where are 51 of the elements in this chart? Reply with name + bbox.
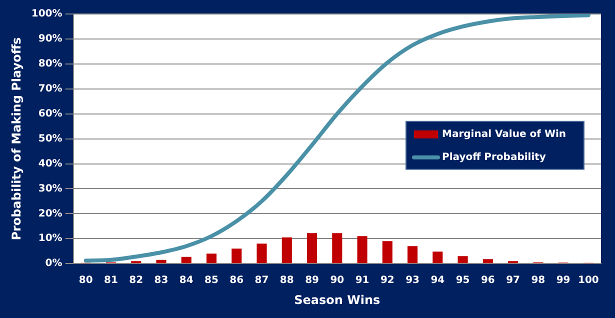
bar <box>256 244 267 264</box>
x-tick-label: 89 <box>305 275 320 286</box>
x-tick-label: 96 <box>480 275 495 286</box>
x-tick-label: 94 <box>430 275 445 286</box>
x-tick-label: 90 <box>330 275 344 286</box>
x-tick-label: 81 <box>104 275 118 286</box>
y-tick-label: 60% <box>38 108 62 120</box>
bar <box>432 252 443 264</box>
y-tick-label: 50% <box>38 133 62 144</box>
x-tick-label: 88 <box>280 275 294 286</box>
bar <box>408 246 418 264</box>
y-tick-label: 70% <box>38 83 62 94</box>
bar <box>156 260 166 264</box>
y-tick-label: 0% <box>45 258 62 270</box>
bar <box>357 236 368 264</box>
x-tick-label: 97 <box>506 275 520 286</box>
bar <box>458 256 468 264</box>
x-tick-label: 91 <box>355 275 370 286</box>
y-tick-label: 40% <box>38 158 62 170</box>
x-tick-label: 92 <box>380 275 394 286</box>
x-axis-title: Season Wins <box>294 292 380 307</box>
x-tick-label: 93 <box>406 275 420 286</box>
x-tick-label: 82 <box>129 275 144 286</box>
x-tick-label: 100 <box>578 275 599 286</box>
bar <box>282 237 292 264</box>
x-tick-label: 83 <box>154 275 168 286</box>
bar <box>306 233 318 264</box>
x-tick-label: 85 <box>204 275 218 286</box>
y-tick-label: 20% <box>38 208 62 220</box>
legend-label: Playoff Probability <box>442 152 546 163</box>
x-tick-label: 99 <box>556 275 570 286</box>
legend-label: Marginal Value of Win <box>442 128 566 140</box>
y-axis-title: Probability of Making Playoffs <box>9 37 24 240</box>
x-tick-label: 86 <box>230 275 244 286</box>
y-tick-label: 80% <box>38 58 62 70</box>
bar <box>181 256 192 264</box>
bar <box>206 254 217 264</box>
y-tick-label: 10% <box>38 233 62 244</box>
x-tick-label: 80 <box>78 275 93 286</box>
x-tick-label: 95 <box>456 275 470 286</box>
line-series <box>84 14 590 263</box>
x-tick-label: 84 <box>179 275 194 286</box>
x-tick-label: 98 <box>531 275 546 286</box>
y-tick-label: 30% <box>38 183 62 194</box>
bar <box>332 233 342 264</box>
y-tick-label: 100% <box>31 8 62 20</box>
bar <box>382 241 392 264</box>
bar <box>482 259 493 264</box>
x-tick-label: 87 <box>254 275 269 286</box>
y-tick-label: 90% <box>38 34 62 45</box>
bar <box>232 248 242 264</box>
